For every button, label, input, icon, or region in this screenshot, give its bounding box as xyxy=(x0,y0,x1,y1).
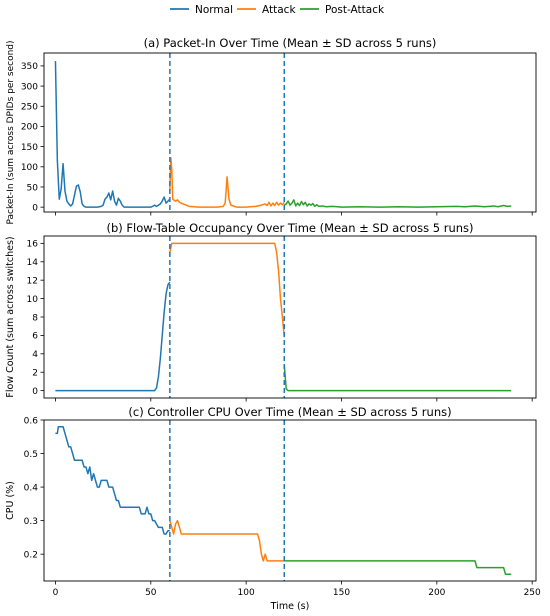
y-tick-label: 8 xyxy=(32,313,38,323)
panel-title: (b) Flow-Table Occupancy Over Time (Mean… xyxy=(106,221,473,235)
y-tick-label: 14 xyxy=(27,258,39,268)
series-line-attack xyxy=(169,157,285,208)
axes-frame xyxy=(43,235,537,399)
series-line-attack xyxy=(169,242,286,338)
y-tick-label: 50 xyxy=(27,183,39,193)
panel-flow-table: (b) Flow-Table Occupancy Over Time (Mean… xyxy=(5,221,537,402)
y-tick-label: 16 xyxy=(27,240,39,250)
legend-label-post-attack: Post-Attack xyxy=(325,4,385,16)
y-tick-label: 100 xyxy=(21,163,38,173)
y-tick-label: 0 xyxy=(32,203,38,213)
legend-label-normal: Normal xyxy=(195,4,233,16)
y-axis-label: Packet-In (sum across DPIDs per second) xyxy=(6,40,16,224)
series-line-post-attack xyxy=(283,199,512,208)
panel-controller-cpu: (c) Controller CPU Over Time (Mean ± SD … xyxy=(5,405,541,612)
y-tick-label: 0.2 xyxy=(24,550,38,560)
y-tick-label: 4 xyxy=(32,350,38,360)
y-tick-label: 0 xyxy=(32,387,38,397)
series-line-normal xyxy=(54,61,171,208)
y-tick-label: 200 xyxy=(21,123,38,133)
x-tick-label: 0 xyxy=(53,588,59,598)
y-tick-label: 6 xyxy=(32,332,38,342)
x-tick-label: 250 xyxy=(524,588,541,598)
y-tick-label: 2 xyxy=(32,369,38,379)
series-line-attack xyxy=(169,519,285,562)
panel-title: (c) Controller CPU Over Time (Mean ± SD … xyxy=(128,405,451,419)
x-tick-label: 150 xyxy=(333,588,350,598)
y-tick-label: 0.3 xyxy=(24,517,38,527)
y-tick-label: 0.6 xyxy=(24,416,39,426)
x-axis-label: Time (s) xyxy=(270,601,310,612)
y-tick-label: 150 xyxy=(21,143,38,153)
series-line-normal xyxy=(55,425,170,535)
legend-label-attack: Attack xyxy=(262,4,296,16)
y-tick-label: 0.4 xyxy=(24,483,39,493)
x-tick-label: 50 xyxy=(145,588,157,598)
y-tick-label: 350 xyxy=(21,62,38,72)
x-tick-label: 100 xyxy=(238,588,255,598)
series-line-post-attack xyxy=(284,560,512,576)
y-tick-label: 10 xyxy=(27,295,39,305)
series-line-normal xyxy=(55,281,171,392)
y-tick-label: 0.5 xyxy=(24,450,38,460)
panel-packet-in: (a) Packet-In Over Time (Mean ± SD acros… xyxy=(6,36,537,225)
panel-title: (a) Packet-In Over Time (Mean ± SD acros… xyxy=(144,36,437,50)
y-tick-label: 12 xyxy=(27,276,38,286)
axes-frame xyxy=(43,52,537,213)
axes-frame xyxy=(43,419,537,582)
legend: Normal Attack Post-Attack xyxy=(170,4,385,16)
y-axis-label: CPU (%) xyxy=(5,481,16,520)
x-tick-label: 200 xyxy=(428,588,445,598)
y-tick-label: 300 xyxy=(21,82,38,92)
y-axis-label: Flow Count (sum across switches) xyxy=(5,236,16,397)
series-line-post-attack xyxy=(283,364,512,392)
y-tick-label: 250 xyxy=(21,103,38,113)
